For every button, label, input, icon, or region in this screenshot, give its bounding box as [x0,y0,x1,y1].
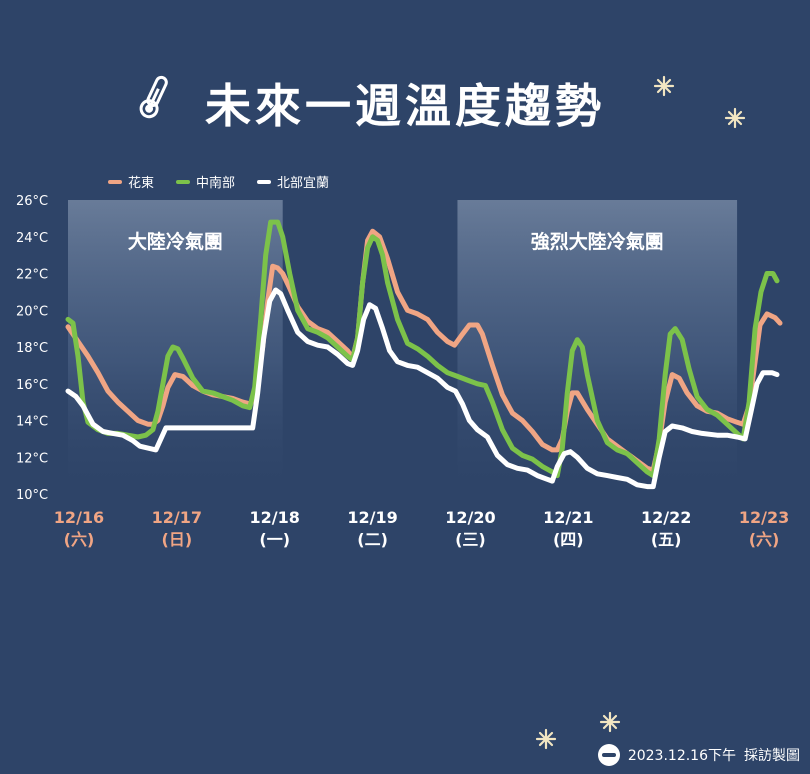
x-tick-date: 12/16 [54,508,104,527]
legend-swatch [257,179,272,184]
legend-item-north-yilan: 北部宜蘭 [257,172,329,191]
footer-date: 2023.12.16下午 [627,748,736,764]
y-tick-label: 16°C [16,378,48,393]
page-title: 未來一週溫度趨勢 [205,79,605,133]
footer-credit: 採訪製圖 [744,748,800,764]
y-tick-label: 10°C [16,488,48,503]
legend: 花東 中南部 北部宜蘭 [108,172,329,191]
footer: 2023.12.16下午 採訪製圖 [597,744,800,766]
x-tick-day: (日) [162,530,193,549]
y-tick-label: 12°C [16,451,48,466]
x-axis: 12/16 (六) 12/17 (日) 12/18 (一) 12/19 (二) 12/20 (三)… [54,508,789,549]
x-tick-date: 12/22 [641,508,691,527]
x-tick-date: 12/21 [543,508,593,527]
legend-label: 北部宜蘭 [277,176,330,191]
x-tick-day: (四) [553,530,584,549]
y-tick-label: 26°C [16,194,48,209]
legend-label: 花東 [128,176,155,191]
y-tick-label: 14°C [16,415,48,430]
legend-label: 中南部 [196,176,236,191]
y-tick-label: 18°C [16,341,48,356]
y-axis: 26°C 24°C 22°C 20°C 18°C 16°C 14°C 12°C 10°C [16,194,48,503]
series-lines [65,219,783,490]
y-tick-label: 20°C [16,304,48,319]
band-label: 大陸冷氣團 [128,230,223,253]
x-tick-date: 12/17 [152,508,202,527]
legend-item-huadong: 花東 [108,172,154,191]
x-tick-date: 12/23 [739,508,789,527]
x-tick-day: (六) [64,530,95,549]
x-tick-date: 12/20 [445,508,495,527]
cold-air-bands: 大陸冷氣團 強烈大陸冷氣團 [68,200,738,494]
sparkle-decoration-icon [535,75,746,750]
y-tick-label: 24°C [16,231,48,246]
x-tick-day: (二) [357,530,388,549]
legend-item-central-south: 中南部 [176,172,235,191]
y-tick-label: 22°C [16,268,48,283]
thermometer-icon [139,75,168,119]
legend-swatch [176,179,191,184]
cold-air-band [457,200,738,494]
x-tick-date: 12/19 [347,508,397,527]
cwa-logo-icon [597,744,620,766]
x-tick-day: (五) [651,530,682,549]
x-tick-day: (一) [259,530,290,549]
x-tick-day: (三) [455,530,486,549]
series-line-2 [65,287,780,490]
x-tick-date: 12/18 [250,508,300,527]
series-line-1 [65,219,780,479]
x-tick-day: (六) [749,530,780,549]
legend-swatch [108,179,122,184]
band-label: 強烈大陸冷氣團 [531,230,664,253]
series-line-0 [65,228,783,473]
